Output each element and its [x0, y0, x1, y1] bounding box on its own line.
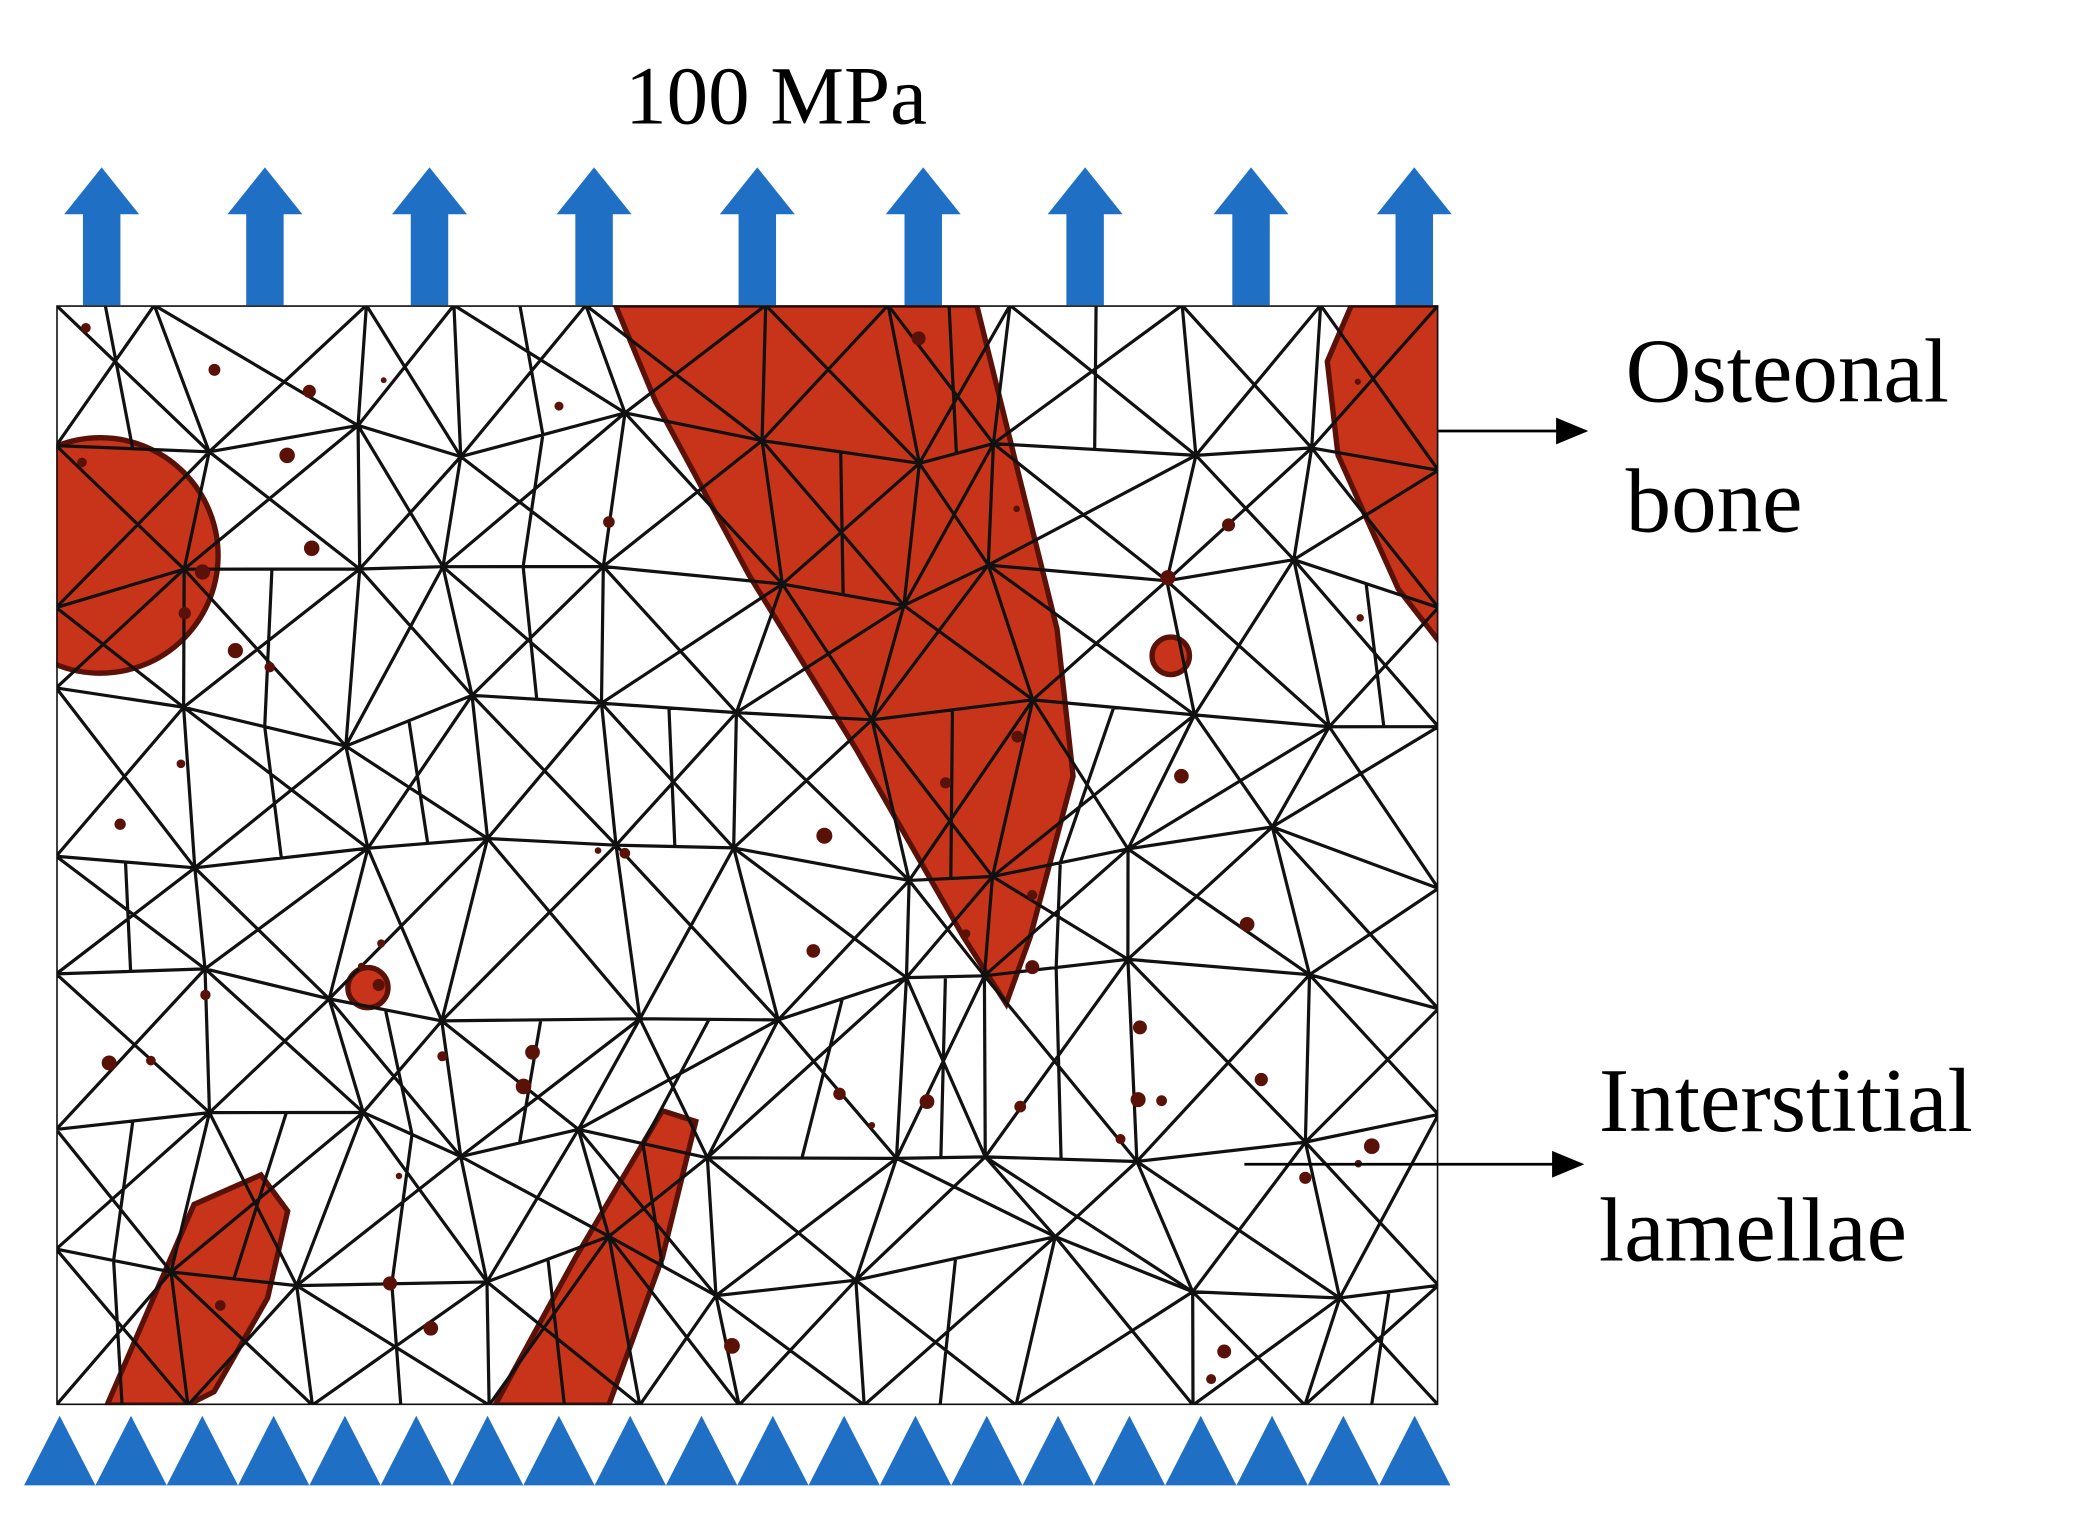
inclusion [1363, 1138, 1380, 1155]
inclusion [1011, 730, 1024, 743]
support [1165, 1415, 1237, 1486]
inclusion [1254, 1072, 1268, 1087]
inclusion [380, 377, 387, 384]
inclusion [1027, 889, 1038, 900]
inclusion [395, 1172, 403, 1180]
inclusion [603, 516, 615, 528]
support [665, 1415, 738, 1486]
support [166, 1415, 239, 1486]
inclusion [1221, 518, 1236, 532]
inclusion [961, 929, 971, 939]
mesh-region [56, 305, 1439, 1406]
inclusion [525, 1044, 540, 1060]
support [808, 1415, 880, 1486]
support [1307, 1415, 1380, 1486]
inclusion [619, 847, 631, 859]
support [309, 1415, 381, 1486]
inclusion [303, 540, 320, 557]
support [380, 1415, 452, 1486]
inclusion [178, 607, 191, 620]
support [951, 1415, 1023, 1486]
label-line: lamellae [1599, 1180, 1907, 1281]
inclusion [868, 1121, 876, 1129]
load-label: 100 MPa [625, 49, 927, 141]
inclusion [382, 1276, 398, 1291]
load-arrow [64, 167, 140, 306]
inclusion [724, 1338, 740, 1354]
mesh [56, 305, 1439, 1406]
support [737, 1415, 809, 1486]
support [451, 1415, 524, 1486]
label-line: bone [1626, 450, 1803, 551]
support [24, 1415, 96, 1486]
load-arrow [719, 167, 795, 306]
inclusion [833, 1087, 846, 1101]
inclusion [911, 331, 926, 346]
inclusion [515, 1078, 532, 1095]
inclusion [101, 1055, 117, 1071]
inclusion [437, 1051, 448, 1062]
inclusion [423, 1320, 439, 1336]
inclusion [816, 827, 833, 844]
inclusion [1132, 1020, 1147, 1035]
inclusion [1354, 378, 1361, 385]
load-arrow [227, 167, 303, 306]
load-arrow [392, 167, 467, 306]
inclusion [264, 661, 275, 673]
inclusion [594, 847, 602, 854]
support [1093, 1415, 1166, 1486]
inclusion [1156, 1095, 1168, 1107]
inclusion [200, 989, 211, 1001]
load-arrow [1213, 167, 1289, 306]
inclusion [77, 457, 87, 468]
inclusion [1217, 1344, 1232, 1359]
load-arrow [1047, 167, 1123, 306]
inclusion [194, 564, 211, 580]
load-arrows [64, 167, 1452, 306]
inclusion [176, 759, 186, 769]
inclusion [1130, 1092, 1146, 1108]
label-line: Interstitial [1599, 1050, 1973, 1151]
inclusion [227, 643, 243, 659]
inclusion [1206, 1374, 1217, 1385]
label-line: Osteonal [1626, 321, 1949, 422]
inclusion [554, 401, 564, 411]
load-arrow [1376, 167, 1452, 306]
inclusion [1115, 1134, 1126, 1145]
inclusion [146, 1055, 156, 1066]
inclusion [114, 818, 126, 830]
osteons [56, 305, 1439, 1406]
inclusion [302, 384, 316, 398]
inclusion [377, 939, 386, 948]
inclusion [1239, 917, 1255, 932]
support [1379, 1415, 1451, 1486]
support [1236, 1415, 1308, 1486]
inclusion [1174, 768, 1189, 784]
inclusion [214, 1300, 226, 1311]
inclusion [279, 447, 295, 464]
support [95, 1415, 167, 1486]
osteon [1324, 305, 1439, 645]
inclusion [1014, 1100, 1027, 1113]
inclusion [1013, 505, 1020, 513]
inclusion [919, 1094, 935, 1110]
inclusion [1025, 960, 1040, 975]
support [594, 1415, 666, 1486]
inclusion [208, 363, 221, 376]
support [1022, 1415, 1094, 1486]
osteon [56, 435, 221, 676]
supports [24, 1415, 1451, 1486]
inclusion [372, 978, 385, 992]
inclusion [1356, 614, 1364, 622]
inclusion [1160, 570, 1176, 586]
support [238, 1415, 310, 1486]
inclusion [1299, 1171, 1312, 1184]
inclusion [80, 322, 91, 333]
inclusion [940, 777, 952, 789]
support [879, 1415, 952, 1486]
support [523, 1415, 595, 1486]
inclusion [357, 962, 366, 970]
inclusion [806, 944, 821, 958]
